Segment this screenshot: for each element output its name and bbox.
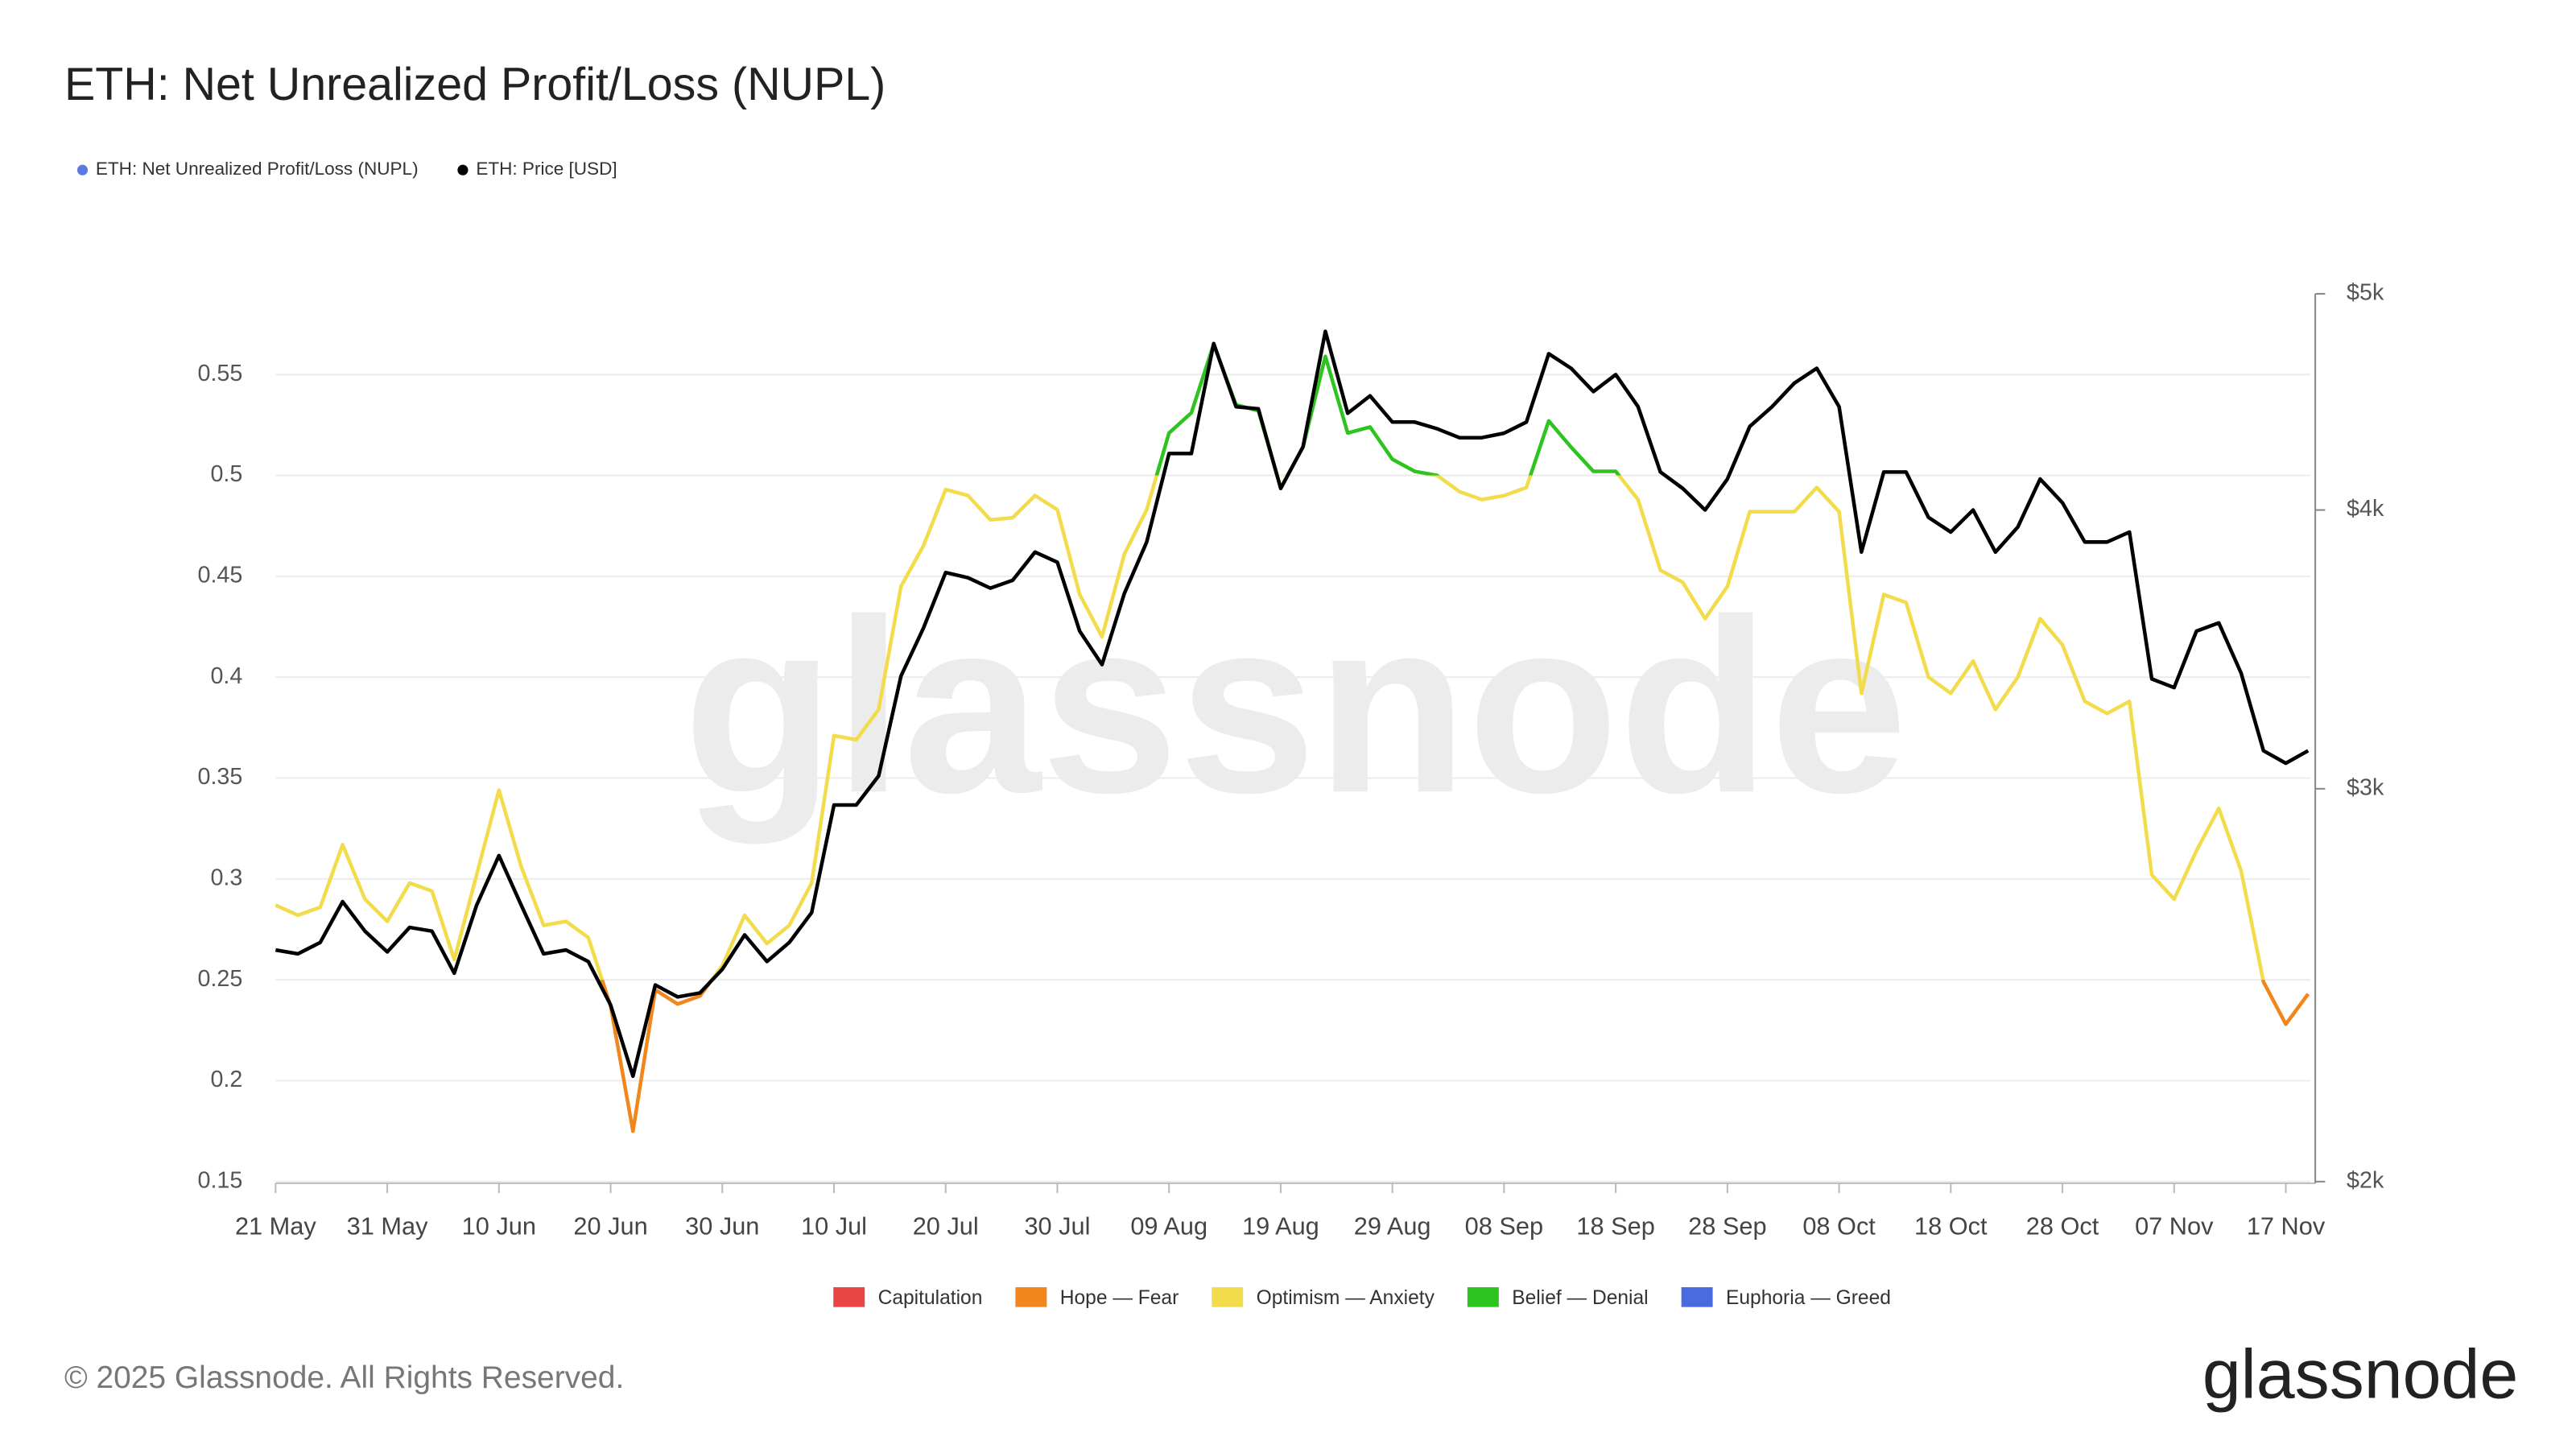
y-tick-label: 0.15 — [198, 1167, 243, 1193]
zone-swatch — [1467, 1287, 1499, 1307]
legend-dot — [76, 164, 89, 175]
y2-tick-label: $4k — [2347, 496, 2384, 522]
copyright: © 2025 Glassnode. All Rights Reserved. — [64, 1360, 624, 1395]
y-tick-label: 0.35 — [198, 764, 243, 790]
zone-swatch — [833, 1287, 865, 1307]
x-tick-label: 29 Aug — [1354, 1212, 1431, 1240]
x-tick-label: 10 Jun — [462, 1212, 536, 1240]
x-tick-label: 09 Aug — [1130, 1212, 1208, 1240]
chart-title: ETH: Net Unrealized Profit/Loss (NUPL) — [64, 59, 886, 110]
zone-swatch — [1681, 1287, 1713, 1307]
x-tick-label: 28 Sep — [1688, 1212, 1766, 1240]
series-line-zone — [600, 980, 2310, 1133]
x-tick-label: 20 Jun — [573, 1212, 647, 1240]
x-tick-label: 17 Nov — [2247, 1212, 2326, 1240]
x-tick-label: 08 Oct — [1802, 1212, 1876, 1240]
legend-label: ETH: Price [USD] — [476, 159, 617, 179]
zone-swatch — [1212, 1287, 1244, 1307]
x-tick-label: 19 Aug — [1242, 1212, 1319, 1240]
logo: glassnode — [2202, 1336, 2518, 1414]
y-tick-label: 0.3 — [210, 865, 242, 890]
zone-label: Belief — Denial — [1512, 1287, 1648, 1309]
zone-label: Optimism — Anxiety — [1257, 1287, 1435, 1309]
zone-label: Capitulation — [878, 1287, 983, 1309]
y-tick-label: 0.5 — [210, 461, 242, 487]
y-tick-label: 0.45 — [198, 562, 243, 588]
zone-swatch — [1015, 1287, 1047, 1307]
x-tick-label: 08 Sep — [1465, 1212, 1543, 1240]
x-tick-label: 31 May — [347, 1212, 428, 1240]
y-tick-label: 0.55 — [198, 361, 243, 386]
y2-tick-label: $3k — [2347, 774, 2384, 800]
x-tick-label: 07 Nov — [2135, 1212, 2214, 1240]
y-tick-label: 0.25 — [198, 966, 243, 992]
legend-label: ETH: Net Unrealized Profit/Loss (NUPL) — [96, 159, 419, 179]
series-line — [275, 329, 2310, 1079]
x-tick-label: 30 Jun — [685, 1212, 759, 1240]
watermark: glassnode — [683, 568, 1908, 845]
y2-tick-label: $5k — [2347, 280, 2384, 306]
legend-dot — [457, 164, 469, 175]
x-tick-label: 10 Jul — [801, 1212, 867, 1240]
x-tick-label: 28 Oct — [2026, 1212, 2099, 1240]
x-tick-label: 30 Jul — [1024, 1212, 1090, 1240]
x-tick-label: 18 Oct — [1914, 1212, 1988, 1240]
x-tick-label: 18 Sep — [1576, 1212, 1654, 1240]
x-tick-label: 21 May — [235, 1212, 316, 1240]
zone-label: Hope — Fear — [1060, 1287, 1179, 1309]
x-tick-label: 20 Jul — [913, 1212, 979, 1240]
zone-label: Euphoria — Greed — [1726, 1287, 1891, 1309]
y2-tick-label: $2k — [2347, 1167, 2384, 1193]
y-tick-label: 0.4 — [210, 663, 242, 689]
y-tick-label: 0.2 — [210, 1067, 242, 1092]
series-line-zone — [275, 475, 2265, 980]
